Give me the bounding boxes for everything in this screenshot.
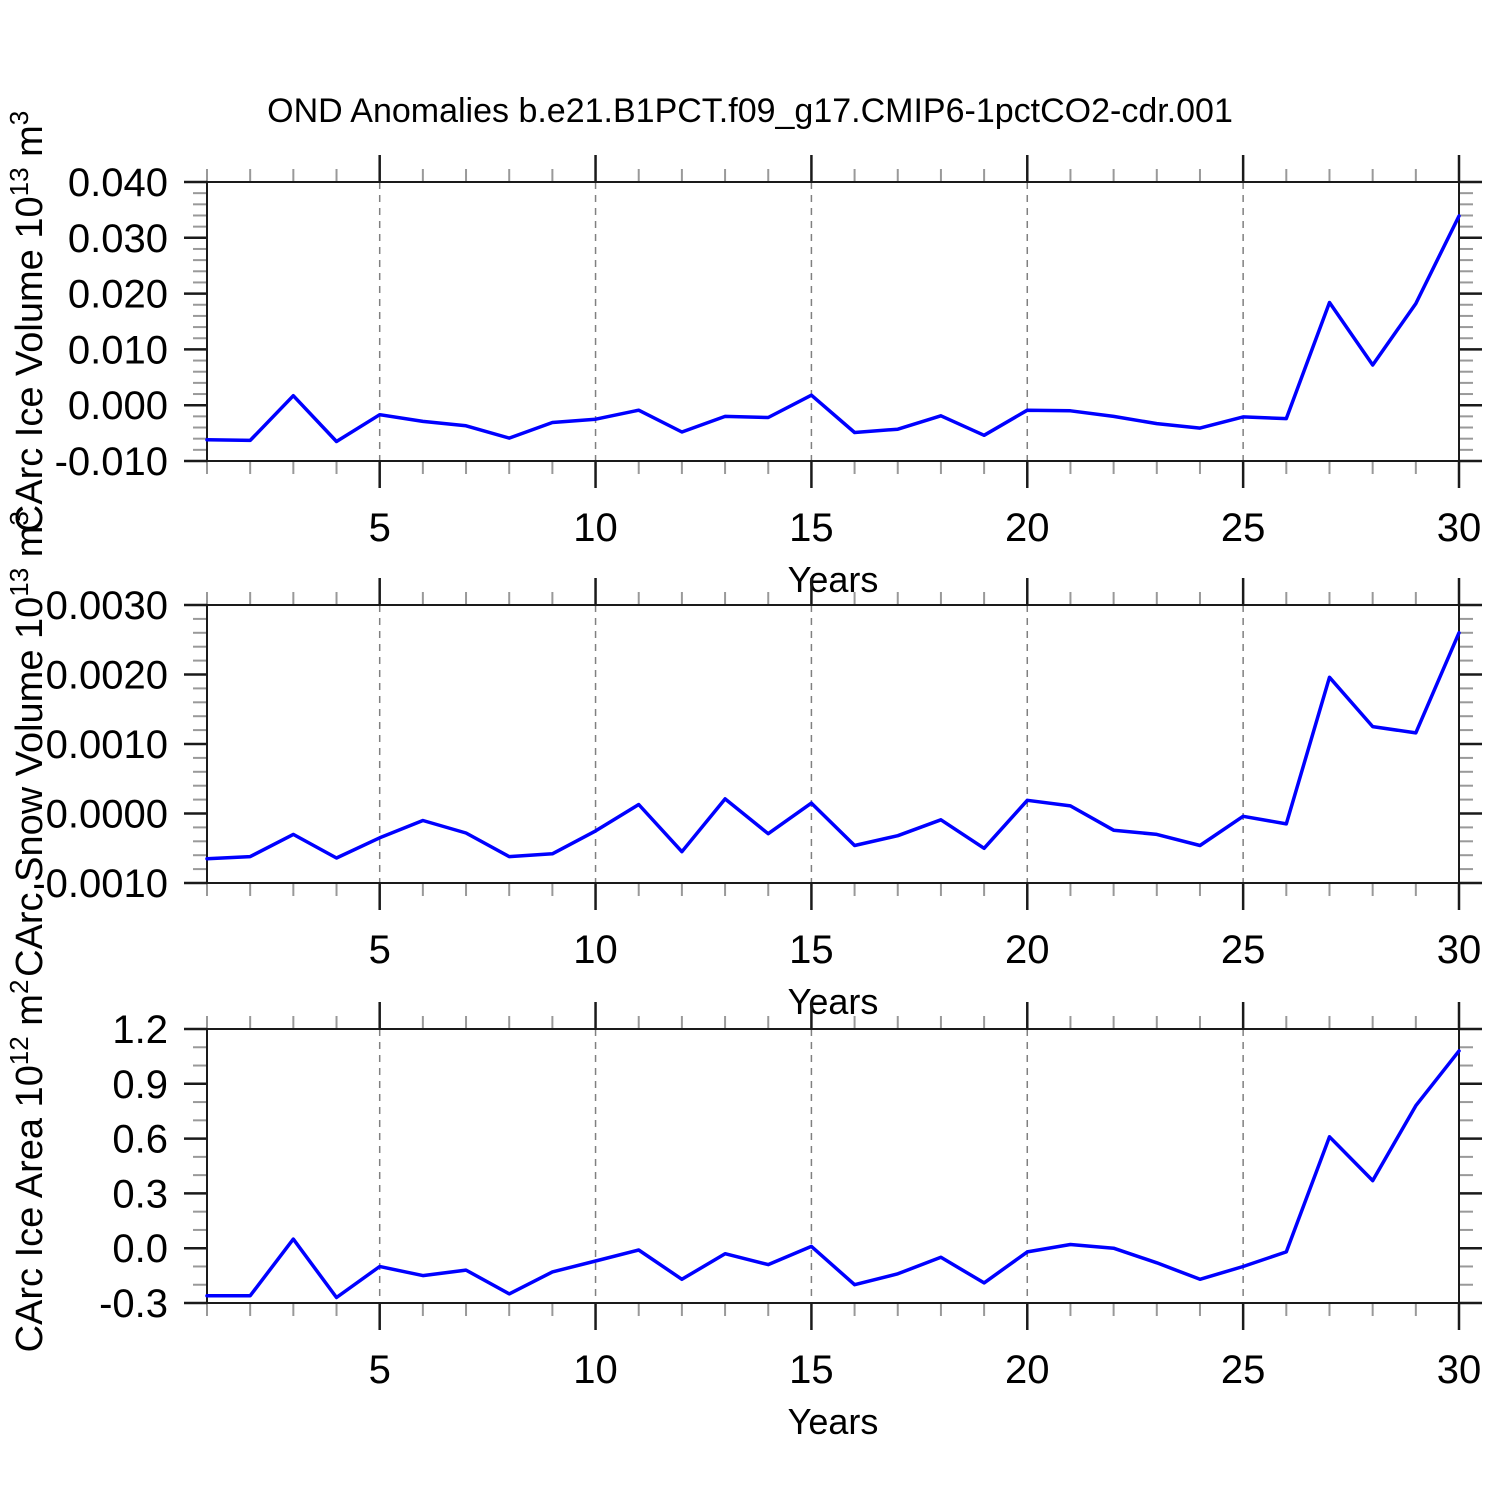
y-tick-label: 0.0020: [46, 654, 168, 698]
data-line: [205, 631, 1461, 861]
y-tick-label: 1.2: [112, 1008, 168, 1052]
data-line: [205, 214, 1461, 444]
plot-frame: [206, 604, 1460, 884]
x-tick-label: 5: [369, 506, 391, 550]
y-tick-label: 0.040: [68, 161, 168, 205]
data-line: [205, 1049, 1461, 1300]
x-tick-label: 30: [1437, 1348, 1482, 1392]
x-tick-label: 10: [573, 928, 618, 972]
y-tick-label: 0.9: [112, 1063, 168, 1107]
y-axis-title: CArc Ice Area 1012 m2: [4, 980, 51, 1353]
x-tick-label: 25: [1221, 1348, 1266, 1392]
y-tick-label: -0.3: [99, 1282, 168, 1326]
x-tick-label: 25: [1221, 506, 1266, 550]
x-axis-title: Years: [788, 981, 879, 1022]
y-axis-title: CArc Ice Volume 1013 m3: [4, 111, 51, 532]
x-axis-title: Years: [788, 1401, 879, 1442]
x-tick-label: 5: [369, 928, 391, 972]
plot-frame: [206, 1028, 1460, 1304]
y-tick-label: 0.3: [112, 1172, 168, 1216]
plot-frame: [206, 181, 1460, 462]
x-tick-label: 15: [789, 506, 834, 550]
x-tick-label: 20: [1005, 1348, 1050, 1392]
y-tick-label: 0.0030: [46, 584, 168, 628]
x-axis-title: Years: [788, 559, 879, 600]
y-tick-label: -0.010: [55, 440, 168, 484]
x-tick-label: 30: [1437, 506, 1482, 550]
y-tick-label: 0.010: [68, 328, 168, 372]
figure-title: OND Anomalies b.e21.B1PCT.f09_g17.CMIP6-…: [267, 92, 1233, 130]
y-axis-title: CArc Snow Volume 1013 m3: [4, 511, 51, 977]
x-tick-label: 20: [1005, 928, 1050, 972]
x-tick-label: 15: [789, 1348, 834, 1392]
subplot-snow-volume: -0.0010 0.0000 0.0010 0.0020 0.0030 5 10 15 20 25…: [4, 511, 1482, 1022]
y-tick-label: 0.0000: [46, 793, 168, 837]
x-tick-label: 15: [789, 928, 834, 972]
x-tick-label: 5: [369, 1348, 391, 1392]
y-tick-label: -0.0010: [32, 862, 168, 906]
y-tick-label: 0.030: [68, 217, 168, 261]
y-tick-label: 0.6: [112, 1118, 168, 1162]
y-tick-label: 0.000: [68, 384, 168, 428]
x-tick-label: 10: [573, 506, 618, 550]
y-tick-label: 0.020: [68, 273, 168, 317]
x-tick-label: 25: [1221, 928, 1266, 972]
x-tick-label: 10: [573, 1348, 618, 1392]
x-tick-label: 30: [1437, 928, 1482, 972]
y-tick-label: 0.0010: [46, 723, 168, 767]
x-tick-label: 20: [1005, 506, 1050, 550]
subplot-ice-area: -0.3 0.0 0.3 0.6 0.9 1.2 5 10 15 20 25 30 Years CArc …: [4, 980, 1482, 1442]
y-tick-label: 0.0: [112, 1227, 168, 1271]
subplot-ice-volume: -0.010 0.000 0.010 0.020 0.030 0.040 5 10 15 20 25…: [4, 111, 1482, 600]
